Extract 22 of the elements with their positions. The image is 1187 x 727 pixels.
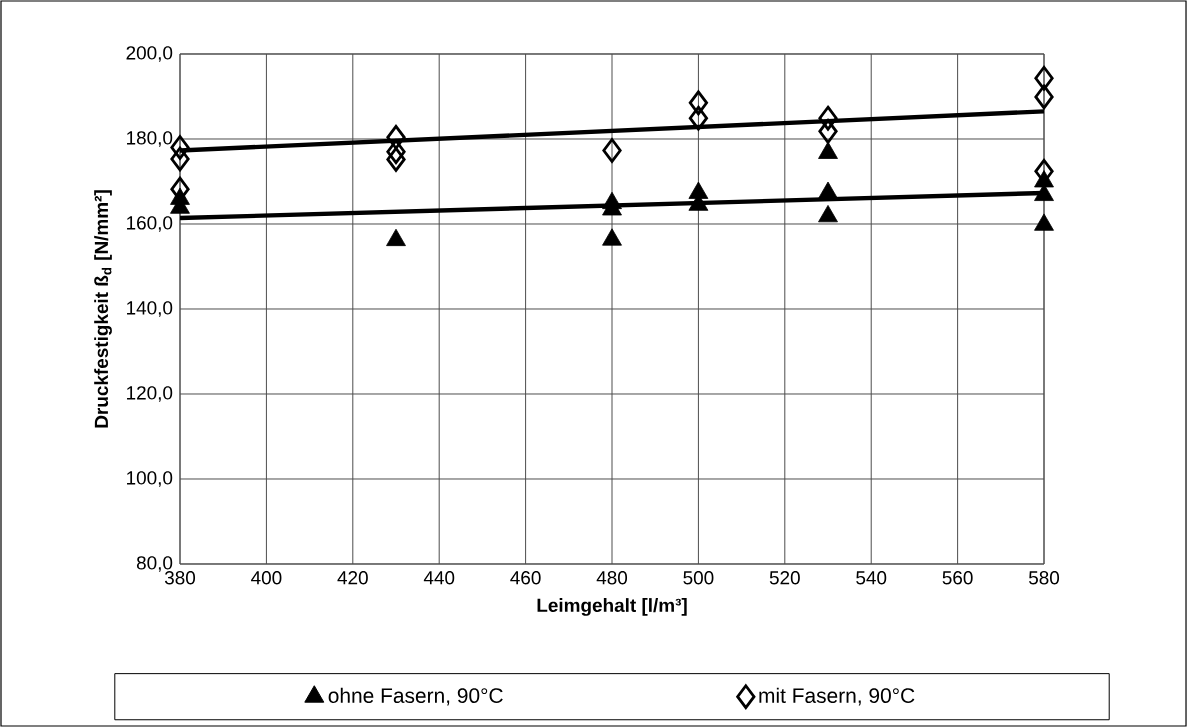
- x-tick-label: 460: [510, 571, 541, 585]
- y-tick-label: 80,0: [136, 556, 173, 572]
- x-tick-label: 560: [942, 571, 973, 585]
- x-tick-label: 520: [769, 571, 800, 585]
- y-axis-title: Druckfestigkeit ß$_{d}$ [N/mm²]: [94, 190, 112, 428]
- x-axis-title: Leimgehalt [l/m³]: [537, 598, 687, 616]
- x-tick-label: 500: [683, 571, 714, 585]
- x-tick-label: 580: [1028, 571, 1060, 585]
- y-tick-label: 100,0: [127, 471, 173, 487]
- y-tick-label: 180,0: [127, 131, 173, 147]
- legend-label: mit Fasern, 90°C: [759, 687, 915, 706]
- x-tick-label: 420: [337, 571, 368, 585]
- x-tick-label: 380: [164, 571, 196, 585]
- x-tick-label: 540: [856, 571, 887, 585]
- y-tick-label: 140,0: [127, 301, 173, 317]
- y-tick-label: 200,0: [126, 46, 173, 62]
- x-tick-label: 440: [423, 571, 455, 585]
- y-tick-label: 160,0: [127, 216, 173, 232]
- x-tick-label: 480: [596, 571, 628, 585]
- legend-label: ohne Fasern, 90°C: [328, 687, 503, 706]
- y-tick-label: 120,0: [127, 386, 173, 402]
- x-tick-label: 400: [251, 571, 282, 585]
